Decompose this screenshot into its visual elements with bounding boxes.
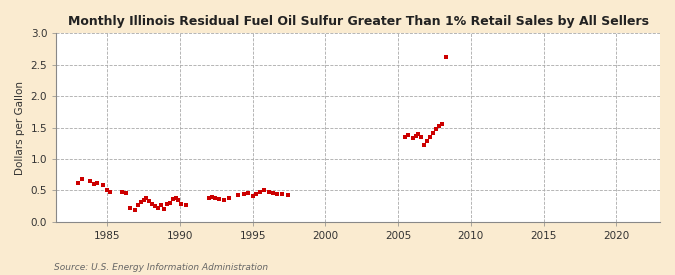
Point [144,199,155,203]
Point [125,206,136,210]
Point [159,207,169,211]
Point [428,130,439,135]
Point [403,133,414,137]
Point [400,135,411,139]
Point [147,202,158,206]
Point [243,191,254,195]
Point [209,196,220,200]
Point [247,194,258,198]
Point [77,177,88,181]
Point [431,126,441,131]
Point [121,191,132,196]
Point [135,199,146,204]
Point [441,54,452,59]
Point [272,192,283,196]
Point [407,136,418,141]
Point [425,135,435,139]
Point [419,143,430,147]
Point [155,203,166,208]
Point [176,202,187,206]
Point [259,188,269,192]
Point [88,182,99,186]
Point [416,135,427,139]
Point [207,194,217,199]
Point [132,203,143,207]
Point [150,204,161,208]
Point [410,133,421,138]
Point [204,196,215,201]
Y-axis label: Dollars per Gallon: Dollars per Gallon [15,81,25,175]
Point [224,196,235,201]
Point [180,203,191,208]
Point [164,201,175,205]
Point [433,123,444,128]
Point [276,192,287,196]
Point [161,202,172,206]
Point [238,192,249,196]
Point [170,196,181,200]
Point [84,179,95,183]
Point [141,196,152,200]
Point [102,188,113,192]
Point [436,122,447,127]
Point [413,132,424,136]
Point [263,190,274,194]
Point [73,181,84,185]
Text: Source: U.S. Energy Information Administration: Source: U.S. Energy Information Administ… [54,263,268,272]
Point [97,183,108,188]
Point [105,189,115,194]
Point [130,208,140,212]
Point [92,181,103,185]
Point [153,206,163,210]
Point [173,198,184,203]
Point [214,197,225,201]
Point [233,193,244,197]
Point [250,192,261,196]
Point [254,189,265,194]
Point [138,197,149,202]
Point [282,192,293,197]
Point [167,197,178,201]
Point [422,139,433,144]
Point [116,190,127,194]
Point [218,197,229,202]
Title: Monthly Illinois Residual Fuel Oil Sulfur Greater Than 1% Retail Sales by All Se: Monthly Illinois Residual Fuel Oil Sulfu… [68,15,649,28]
Point [267,191,278,195]
